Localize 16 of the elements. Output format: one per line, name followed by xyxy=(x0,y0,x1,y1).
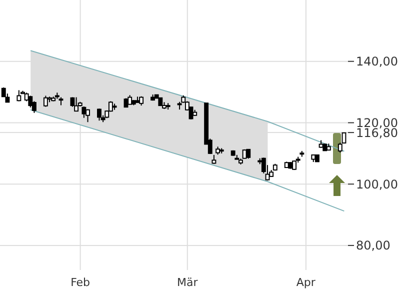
candlestick xyxy=(82,106,86,118)
x-tick-label: Feb xyxy=(70,276,90,289)
candlestick xyxy=(128,94,132,106)
x-tick-label: Apr xyxy=(296,276,316,289)
x-tick-label: Mär xyxy=(177,276,198,289)
y-tick-label: 100,00 xyxy=(356,177,398,192)
candlestick xyxy=(97,108,102,122)
candlestick xyxy=(16,90,22,102)
candlestick xyxy=(43,95,48,108)
y-tick-label: 120,00 xyxy=(356,116,398,130)
candlestick xyxy=(246,148,251,160)
candlestick xyxy=(74,96,79,112)
y-tick-label: 80,00 xyxy=(356,238,390,253)
candlestick xyxy=(261,157,266,174)
candlestick xyxy=(86,108,90,123)
y-tick-label: 140,00 xyxy=(356,54,398,69)
